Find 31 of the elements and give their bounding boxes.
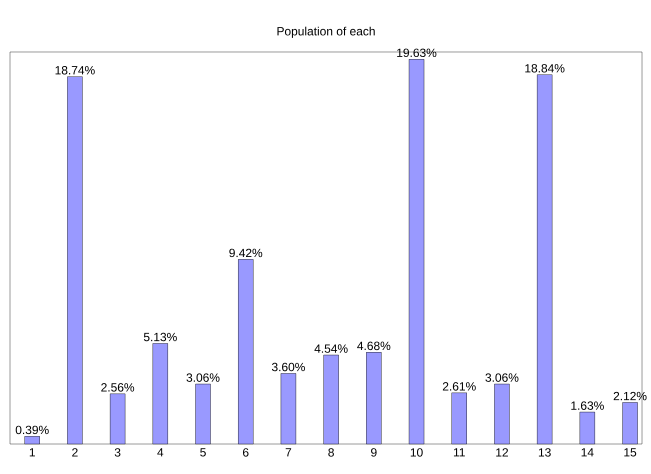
- x-tick-label: 1: [30, 448, 35, 456]
- x-tick-label: 10: [410, 448, 423, 457]
- data-label: 18.84%: [525, 64, 564, 73]
- data-label: 4.68%: [357, 342, 390, 350]
- x-tick-label: 2: [72, 448, 78, 457]
- data-label: 9.42%: [229, 248, 262, 258]
- x-tick-label: 6: [243, 448, 249, 457]
- x-tick-label: 3: [114, 448, 120, 457]
- x-tick-label: 11: [454, 448, 465, 456]
- data-label: 2.12%: [614, 392, 647, 400]
- data-label: 3.60%: [272, 362, 305, 372]
- data-label: 3.06%: [186, 373, 220, 382]
- x-tick-label: 7: [286, 448, 292, 456]
- x-tick-label: 13: [538, 448, 551, 457]
- data-label: 2.61%: [442, 382, 476, 391]
- data-label: 19.63%: [397, 48, 436, 58]
- data-label: 18.74%: [56, 66, 95, 74]
- data-label: 4.54%: [314, 344, 348, 353]
- data-label: 1.63%: [571, 401, 604, 410]
- x-tick-label: 15: [624, 448, 636, 457]
- data-label: 3.06%: [485, 373, 518, 382]
- x-tick-label: 14: [582, 448, 594, 456]
- x-tick-label: 4: [157, 448, 164, 456]
- data-label: 2.56%: [101, 383, 134, 392]
- data-label: 5.13%: [144, 332, 177, 342]
- chart-title: Population of each: [277, 26, 375, 38]
- data-label: 0.39%: [16, 426, 49, 434]
- x-tick-label: 12: [496, 448, 508, 457]
- x-tick-label: 5: [200, 448, 206, 457]
- x-tick-label: 8: [328, 448, 334, 457]
- x-tick-label: 9: [371, 448, 377, 457]
